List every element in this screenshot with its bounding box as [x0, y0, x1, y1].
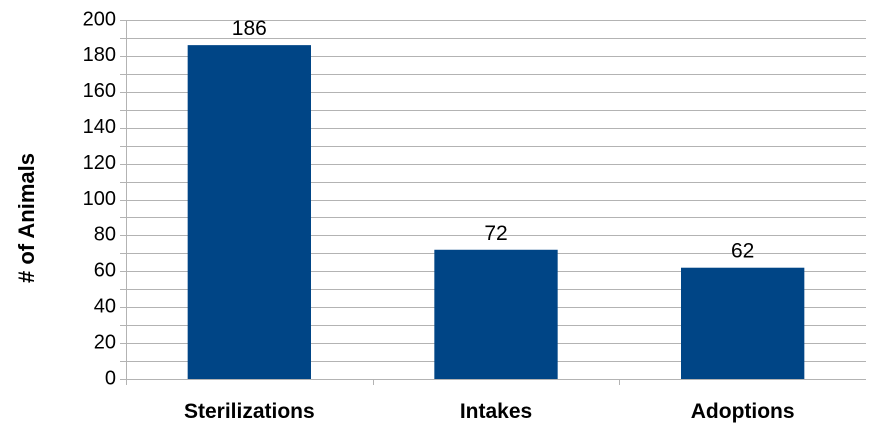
y-tick-label: 160 — [83, 80, 116, 102]
y-axis-title: # of Animals — [14, 153, 39, 283]
y-tick-label: 0 — [105, 367, 116, 389]
bar-adoptions — [681, 267, 805, 379]
bar-intakes — [434, 249, 558, 379]
data-label: 186 — [232, 17, 267, 40]
y-tick-label: 40 — [94, 295, 116, 317]
y-tick-label: 60 — [94, 260, 116, 282]
y-tick-label: 80 — [94, 224, 116, 246]
category-label: Intakes — [460, 400, 532, 423]
data-label: 62 — [731, 240, 754, 263]
bar-sterilizations — [187, 45, 311, 379]
y-tick-label: 100 — [83, 188, 116, 210]
y-tick-label: 140 — [83, 116, 116, 138]
y-tick-label: 20 — [94, 331, 116, 353]
data-labels: 186 72 62 — [232, 17, 755, 263]
bars — [187, 45, 805, 379]
category-label: Sterilizations — [184, 400, 315, 423]
category-labels: Sterilizations Intakes Adoptions — [184, 400, 795, 423]
category-label: Adoptions — [691, 400, 795, 423]
y-tick-label: 180 — [83, 44, 116, 66]
data-label: 72 — [484, 222, 507, 245]
y-tick-label: 120 — [83, 152, 116, 174]
y-tick-labels: 0 20 40 60 80 100 120 140 160 180 200 — [83, 8, 116, 389]
y-tick-label: 200 — [83, 8, 116, 30]
axes — [120, 20, 866, 385]
